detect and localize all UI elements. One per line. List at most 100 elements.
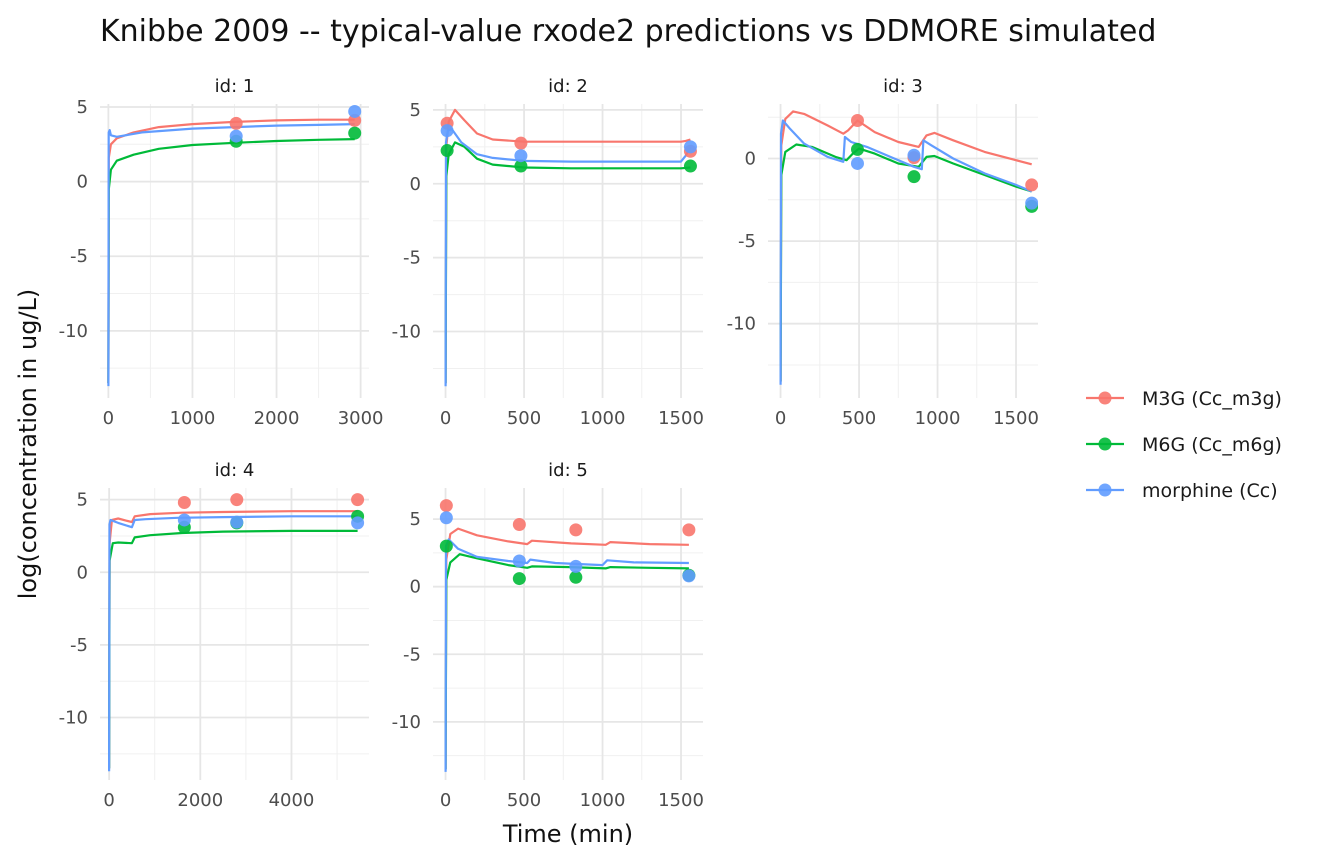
x-tick-label: 500 [507,790,541,811]
series-line-m3g [444,108,691,384]
y-tick-label: -10 [392,712,421,733]
y-tick-label: -10 [59,708,88,729]
panel-strip-label: id: 5 [548,460,588,481]
x-tick-label: 2000 [254,408,300,429]
legend-label: M3G (Cc_m3g) [1142,388,1282,410]
y-tick-label: -5 [70,246,88,267]
data-point-mor [514,149,528,163]
series-line-m6g [107,138,355,384]
y-tick-label: 5 [410,100,421,121]
series-line-m6g [108,529,358,769]
x-tick-label: 1500 [658,408,704,429]
data-point-m3g [1025,178,1038,192]
y-tick-label: 0 [77,562,88,583]
legend-label: M6G (Cc_m6g) [1142,434,1282,456]
data-point-m6g [439,539,453,553]
data-point-mor [683,140,697,154]
plot-area [779,110,1038,385]
x-tick-label: 1500 [993,408,1039,429]
x-tick-label: 1000 [170,408,216,429]
x-tick-label: 1000 [915,408,961,429]
data-point-m3g [351,493,365,507]
y-tick-label: 5 [77,97,88,118]
legend-item-m6g: M6G (Cc_m6g) [1086,434,1282,456]
plot-area [440,108,697,387]
data-point-m6g [512,572,526,586]
y-tick-label: -10 [59,321,88,342]
panel-3: id: 3 0 500 1000 1500 -10 -5 0 [727,76,1039,429]
y-tick-label: 0 [77,172,88,193]
plot-area [108,493,365,772]
data-point-m6g [907,170,921,184]
data-point-mor [348,104,362,118]
x-tick-label: 2000 [177,790,223,811]
x-tick-label: 0 [440,790,451,811]
data-point-mor [512,554,526,568]
y-axis-title: log(concentration in ug/L) [14,289,42,600]
y-tick-label: 5 [410,509,421,530]
legend-key-point [1098,391,1112,405]
data-point-mor [682,569,696,583]
data-point-m3g [850,114,864,128]
panel-strip-label: id: 3 [883,76,923,97]
data-point-mor [351,516,365,530]
data-point-mor [229,129,243,143]
data-point-m3g [514,136,528,150]
panel-1: id: 1 0 1000 2000 3000 -10 -5 0 5 [59,76,384,429]
x-tick-label: 1000 [580,408,626,429]
legend-key-point [1098,483,1112,497]
data-point-m3g [569,523,583,537]
plot-area [107,104,362,387]
x-tick-label: 0 [775,408,786,429]
data-point-mor [850,156,864,170]
y-tick-label: -10 [727,314,756,335]
panel-strip-label: id: 4 [215,460,255,481]
x-tick-label: 4000 [269,790,315,811]
legend-label: morphine (Cc) [1142,480,1278,502]
y-tick-label: -5 [403,248,421,269]
y-tick-label: -5 [738,231,756,252]
panel-strip-label: id: 2 [548,76,588,97]
series-line-m6g [444,141,691,384]
legend-key-point [1098,437,1112,451]
legend-item-mor: morphine (Cc) [1086,480,1278,502]
data-point-m6g [440,144,454,158]
data-point-m3g [439,499,453,513]
panel-4: id: 4 0 2000 4000 -10 -5 0 5 [59,460,369,811]
data-point-m3g [682,523,696,537]
x-tick-label: 0 [103,408,114,429]
y-tick-label: -5 [70,635,88,656]
x-tick-label: 1000 [580,790,626,811]
x-tick-label: 500 [507,408,541,429]
x-tick-label: 500 [842,408,876,429]
data-point-m3g [230,493,244,507]
series-line-m3g [779,110,1032,382]
data-point-m3g [177,496,191,510]
plot-area [439,499,696,772]
x-tick-label: 3000 [338,408,384,429]
data-point-m6g [348,126,362,140]
legend-item-m3g: M3G (Cc_m3g) [1086,388,1282,410]
data-point-mor [1025,196,1038,210]
chart-title: Knibbe 2009 -- typical-value rxode2 pred… [100,14,1156,49]
data-point-mor [569,559,583,573]
legend: M3G (Cc_m3g) M6G (Cc_m6g) morphine (Cc) [1086,388,1282,502]
data-point-mor [440,124,454,138]
y-tick-label: 0 [745,149,756,170]
data-point-mor [907,148,921,162]
series-line-mor [108,515,358,772]
panel-strip-label: id: 1 [215,76,255,97]
data-point-m6g [569,570,583,584]
data-point-m6g [514,159,528,173]
data-point-mor [230,515,244,529]
y-tick-label: -5 [403,644,421,665]
series-line-m3g [108,510,358,769]
data-point-mor [439,511,453,525]
panel-5: id: 5 0 500 1000 1500 -10 -5 0 5 [392,460,704,811]
series-line-m3g [107,118,355,384]
series-line-mor [107,123,355,387]
series-line-m6g [779,143,1033,382]
y-tick-label: -10 [392,322,421,343]
